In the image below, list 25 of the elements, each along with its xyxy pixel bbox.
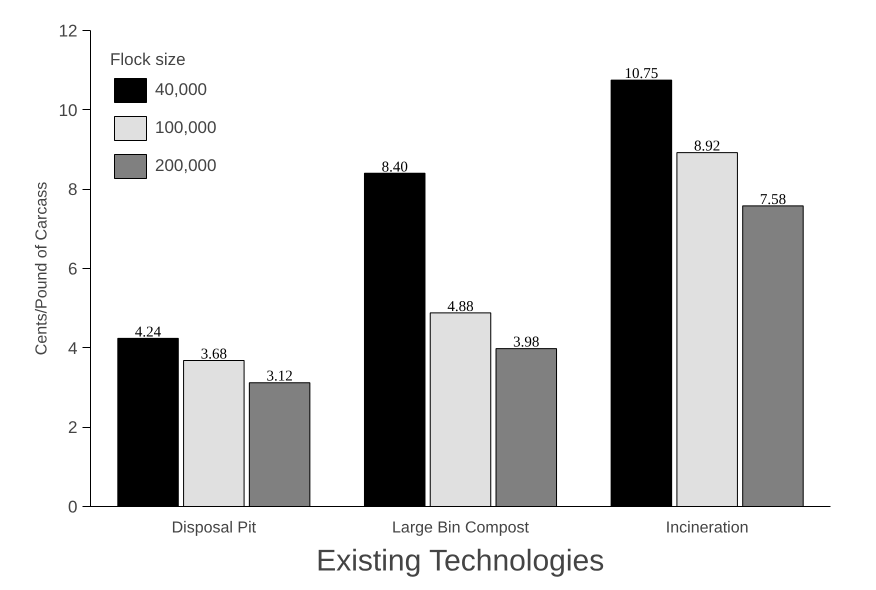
x-tick-label: Large Bin Compost xyxy=(392,520,530,536)
data-label: 8.92 xyxy=(694,138,720,155)
x-tick-label: Incineration xyxy=(666,520,749,536)
data-label: 3.98 xyxy=(513,334,540,351)
y-tick-label: 10 xyxy=(58,100,78,120)
data-label: 8.40 xyxy=(382,159,408,176)
data-label: 3.12 xyxy=(266,368,293,385)
legend-label: 200,000 xyxy=(155,155,216,177)
y-tick-label: 6 xyxy=(68,260,78,278)
y-tick-label: 8 xyxy=(68,180,78,200)
data-label: 10.75 xyxy=(624,66,658,82)
y-tick-label: 0 xyxy=(68,498,78,516)
y-axis-title: Cents/Pound of Carcass xyxy=(34,182,51,356)
x-tick-label: Disposal Pit xyxy=(172,520,257,536)
y-tick-label: 12 xyxy=(58,22,78,40)
legend-title: Flock size xyxy=(110,50,187,70)
data-label: 4.24 xyxy=(134,324,162,340)
data-label: 3.68 xyxy=(200,346,227,363)
data-label: 7.58 xyxy=(760,192,786,208)
legend-label: 40,000 xyxy=(155,79,207,101)
data-label: 4.88 xyxy=(447,298,474,315)
y-tick-label: 2 xyxy=(68,418,78,438)
y-tick-label: 4 xyxy=(68,338,78,358)
legend-label: 100,000 xyxy=(155,117,216,139)
x-axis-title: Existing Technologies xyxy=(316,544,604,578)
